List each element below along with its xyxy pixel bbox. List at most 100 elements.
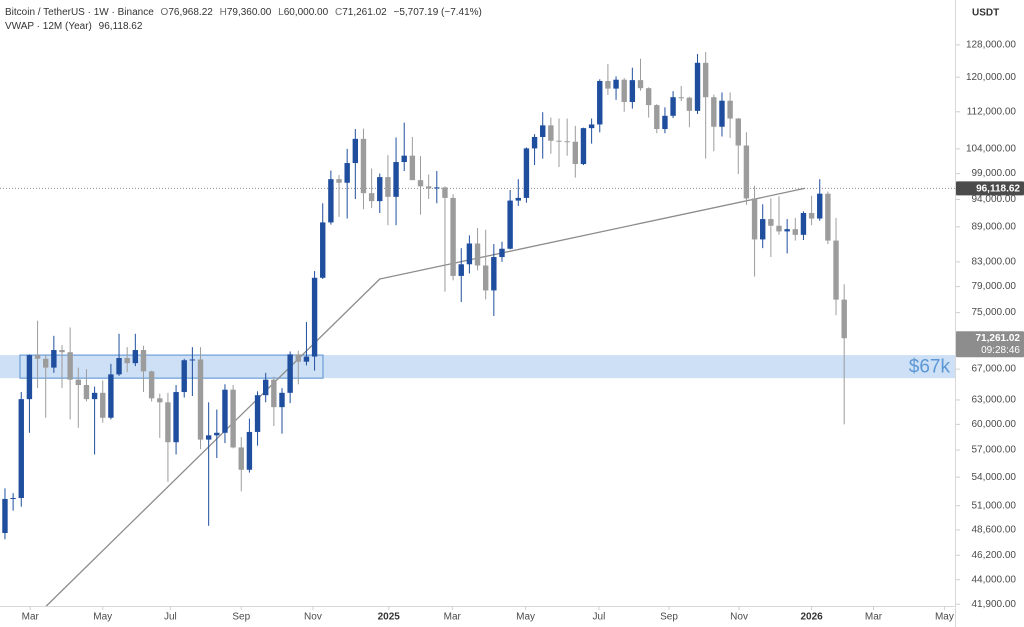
candle-body [254,395,261,432]
candle-body [425,186,432,189]
x-tick-label: Sep [660,612,678,623]
y-tick-label: 128,000.00 [966,40,1016,51]
candle-body [83,385,90,400]
candle-body [458,264,464,276]
candle-body [670,97,676,116]
y-tick-label: 79,000.00 [972,281,1017,292]
countdown-label: 09:28:46 [981,345,1020,356]
candle-body [100,392,106,418]
candle-body [760,219,766,240]
x-tick-label: 2026 [800,612,823,623]
candle-body [548,125,554,141]
candle-body [393,162,399,197]
candle-body [401,155,407,163]
candle-body [531,136,538,149]
x-tick-label: Mar [865,612,883,623]
candle-body [694,62,701,111]
candle-body [181,360,187,393]
candle-body [841,299,847,339]
candle-body [10,497,16,499]
candle-body [613,79,619,89]
plot-area: $67k [0,51,955,608]
x-tick-label: May [516,612,535,623]
candle-body [368,193,375,202]
candle-body [295,354,301,362]
candle-body [654,105,660,130]
candle-body [466,243,473,265]
ohlc-value: 71,261.02 [342,7,387,18]
y-tick-label: 54,000.00 [972,472,1017,483]
y-tick-label: 41,900.00 [972,599,1017,610]
x-tick-label: Jul [593,612,606,623]
ohlc-key: O [161,7,169,18]
candle-body [751,198,758,240]
candle-body [43,358,49,368]
candle-body [637,80,644,89]
x-tick-label: 2025 [378,612,401,623]
candle-body [678,97,684,99]
candle-body [336,179,342,183]
candle-body [279,392,285,408]
symbol: Bitcoin / TetherUS · 1W · Binance [5,7,154,18]
candle-body [564,141,570,143]
candle-body [271,379,277,408]
y-tick-label: 57,000.00 [972,445,1017,456]
ohlc-key: H [220,7,227,18]
x-tick-label: Mar [444,612,462,623]
x-tick-label: Jul [164,612,177,623]
candle-body [34,355,41,359]
candle-body [26,355,33,400]
y-tick-label: 120,000.00 [966,72,1016,83]
support-zone-box [19,354,324,379]
x-tick-label: May [93,612,112,623]
candle-body [580,128,587,165]
candle-body [51,350,57,368]
candle-body [262,379,269,396]
candle-body [417,180,424,187]
candle-body [303,356,310,362]
candle-body [523,148,530,198]
candle-body [515,197,521,201]
y-tick-label: 99,000.00 [972,168,1017,179]
y-tick-label: 89,000.00 [972,222,1017,233]
candle-body [629,80,636,103]
candle-body [711,97,717,127]
vwap-line [45,187,806,608]
candle-body [67,352,73,380]
candle-body [320,222,326,278]
candle-body [344,163,350,183]
y-tick-label: 60,000.00 [972,419,1017,430]
candle-body [165,402,171,443]
candle-body [474,243,481,266]
candle-body [743,145,750,199]
candle-body [605,80,611,89]
x-tick-label: May [935,612,954,623]
candle-body [450,197,456,276]
candle-body [59,350,65,353]
candle-body [2,498,8,534]
candle-body [621,79,627,103]
candle-body [18,399,24,498]
candle-body [833,240,839,300]
candle-body [540,125,546,137]
candle-body [197,359,204,440]
indicator-name: VWAP · 12M (Year) [5,21,92,32]
indicator-legend: VWAP · 12M (Year) 96,118.62 [5,21,143,32]
candle-body [409,155,416,181]
candle-body [662,115,668,130]
y-tick-label: 67,000.00 [972,364,1017,375]
candle-body [499,248,505,258]
candle-body [792,229,799,235]
ohlc-value: 76,968.22 [168,7,213,18]
candle-body [385,177,391,197]
candle-body [491,257,497,291]
candle-body [719,100,725,127]
candle-body [173,392,179,443]
candle-body [808,213,815,219]
change: −5,707.19 (−7.41%) [393,7,481,18]
candle-body [91,392,98,400]
candle-body [645,88,652,106]
candle-body [360,138,367,194]
zone-label: $67k [909,357,951,378]
